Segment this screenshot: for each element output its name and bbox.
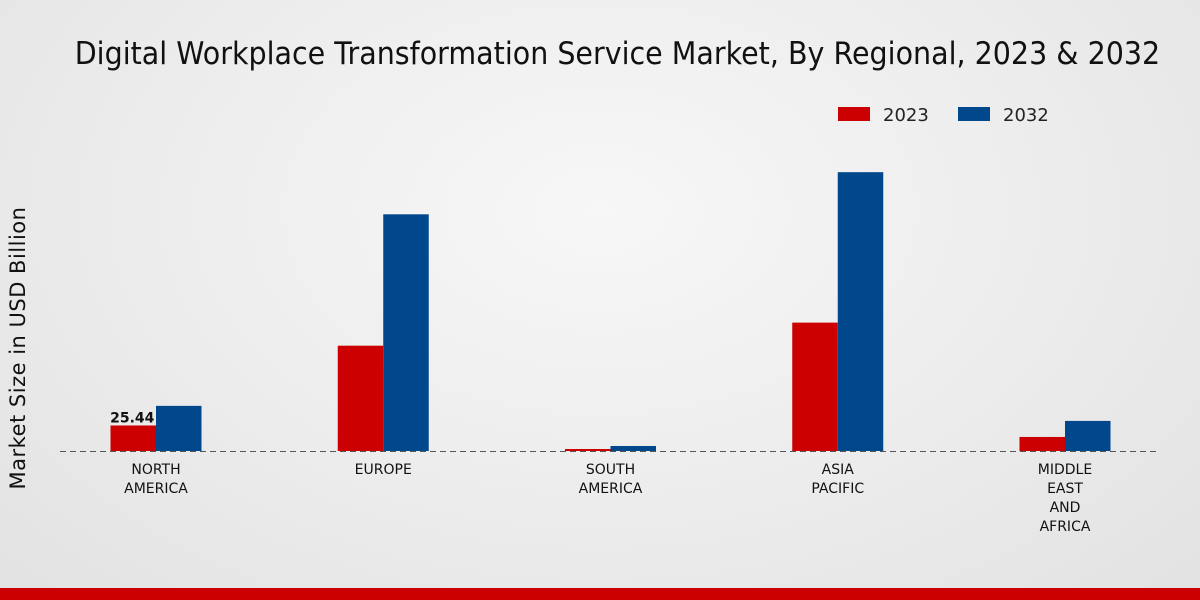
bottom-accent-bar (0, 588, 1200, 600)
y-axis-label: Market Size in USD Billion (6, 207, 30, 490)
legend-swatch-2023 (838, 107, 870, 121)
bars (110, 172, 1111, 451)
bar-europe-2032 (383, 214, 429, 451)
legend-swatch-2032 (958, 107, 990, 121)
bar-south-america-2023 (565, 448, 611, 451)
bar-asia-pacific-2032 (837, 172, 884, 451)
x-tick-middle-east-and-africa: MIDDLE EAST AND AFRICA (1038, 462, 1092, 535)
bar-europe-2023 (337, 345, 384, 451)
legend: 2023 2032 (838, 105, 1049, 126)
x-tick-north-america: NORTH AMERICA (124, 462, 188, 497)
bar-middle-east-and-africa-2023 (1019, 436, 1065, 451)
bar-south-america-2032 (610, 445, 656, 451)
legend-label-2023: 2023 (883, 105, 929, 126)
bar-north-america-2032 (156, 405, 202, 451)
data-labels: 25.44 (110, 410, 155, 426)
legend-label-2032: 2032 (1003, 105, 1049, 126)
x-tick-asia-pacific: ASIA PACIFIC (811, 462, 864, 497)
bar-middle-east-and-africa-2032 (1065, 420, 1111, 451)
x-tick-europe: EUROPE (355, 462, 412, 478)
bar-north-america-2023 (110, 425, 156, 451)
chart-title: Digital Workplace Transformation Service… (74, 36, 1161, 72)
x-tick-labels: NORTH AMERICA EUROPE SOUTH AMERICA ASIA PACIFI… (124, 462, 1092, 535)
data-label-north-america-2023: 25.44 (110, 410, 155, 426)
bar-asia-pacific-2023 (792, 322, 838, 451)
x-tick-south-america: SOUTH AMERICA (579, 462, 643, 497)
